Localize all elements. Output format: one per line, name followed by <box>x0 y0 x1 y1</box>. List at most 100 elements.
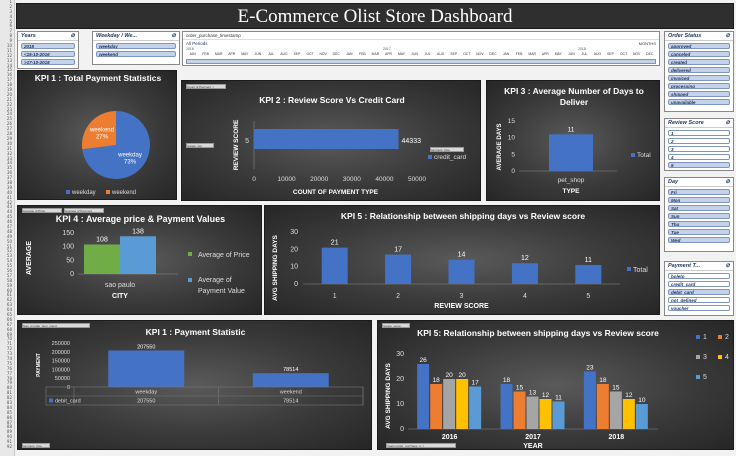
slicer-item-payment-type[interactable]: not_defined <box>668 296 730 303</box>
slicer-item-order-status[interactable]: processing <box>668 82 730 89</box>
slicer-item-payment-type[interactable]: voucher <box>668 304 730 311</box>
timeline-month[interactable]: JAN <box>346 52 353 56</box>
timeline-month[interactable]: MAY <box>554 52 562 56</box>
timeline-month[interactable]: JUL <box>581 52 588 56</box>
timeline-month[interactable]: FEB <box>359 52 366 56</box>
timeline-month[interactable]: MAR <box>528 52 536 56</box>
timeline-month[interactable]: JUN <box>568 52 575 56</box>
day-slicer[interactable]: Day ⊘ Fri Mon Sat Sun Thu Tue Wed <box>664 177 734 252</box>
row-number: 70 <box>6 336 12 342</box>
timeline-month[interactable]: OCT <box>306 52 314 56</box>
timeline-month[interactable]: NOV <box>476 52 484 56</box>
slicer-item-years[interactable]: <15-10-2016 <box>21 50 75 57</box>
slicer-item-review-score[interactable]: 2 <box>668 137 730 144</box>
review-score-slicer[interactable]: Review Score ⊘ 1 2 3 4 5 <box>664 118 734 171</box>
field-button[interactable]: payment_type <box>430 147 464 152</box>
field-button[interactable]: Average of Payment <box>64 208 104 213</box>
timeline-month[interactable]: APR <box>228 52 236 56</box>
row-number: 39 <box>6 184 12 190</box>
timeline-month[interactable]: AUG <box>437 52 445 56</box>
timeline-month[interactable]: JUN <box>254 52 262 56</box>
timeline-month[interactable]: SEP <box>293 52 301 56</box>
timeline-month[interactable]: SEP <box>607 52 614 56</box>
timeline-month[interactable]: MAR <box>214 52 223 56</box>
slicer-item-day[interactable]: Sat <box>668 204 730 211</box>
timeline-month[interactable]: APR <box>541 52 549 56</box>
timeline-month[interactable]: JUL <box>424 52 431 56</box>
row-number: 54 <box>6 258 12 264</box>
slicer-item-order-status[interactable]: approved <box>668 42 730 49</box>
slicer-item-day[interactable]: Mon <box>668 196 730 203</box>
slicer-item-order-status[interactable]: delivered <box>668 66 730 73</box>
slicer-item-order-status[interactable]: shipped <box>668 90 730 97</box>
timeline-month[interactable]: AUG <box>593 52 602 56</box>
slicer-item-weekday[interactable]: weekend <box>96 50 176 57</box>
slicer-item-weekday[interactable]: weekday <box>96 42 176 49</box>
clear-filter-icon[interactable]: ⊘ <box>725 263 730 269</box>
field-button[interactable]: Average of Price <box>22 208 62 213</box>
slicer-item-day[interactable]: Thu <box>668 220 730 227</box>
timeline-month[interactable]: OCT <box>463 52 471 56</box>
slicer-item-order-status[interactable]: created <box>668 58 730 65</box>
timeline-month[interactable]: JUL <box>267 52 274 56</box>
slicer-item-payment-type[interactable]: credit_card <box>668 280 730 287</box>
field-button[interactable]: Years (order_purchase_ti...) <box>386 443 456 448</box>
weekday-slicer-title: Weekday / We... <box>96 33 138 39</box>
order-status-slicer[interactable]: Order Status ⊘ approved canceled created … <box>664 31 734 112</box>
field-button[interactable]: review_sco <box>186 143 214 148</box>
timeline-month[interactable]: FEB <box>515 52 523 56</box>
timeline-month[interactable]: FEB <box>202 52 209 56</box>
years-slicer[interactable]: Years ⊘ 2018 <15-10-2016 >17-10-2018 <box>17 31 79 69</box>
clear-filter-icon[interactable]: ⊘ <box>725 179 730 185</box>
row-number: 19 <box>6 87 12 93</box>
slicer-item-day[interactable]: Tue <box>668 228 730 235</box>
payment-type-slicer[interactable]: Payment T... ⊘ boleto credit_card debit_c… <box>664 261 734 316</box>
slicer-item-review-score[interactable]: 3 <box>668 145 730 152</box>
timeline-month[interactable]: MAR <box>371 52 380 56</box>
timeline-month[interactable]: JUN <box>411 52 418 56</box>
slicer-item-day[interactable]: Fri <box>668 188 730 195</box>
kpi1-payment-statistic-panel: Sum of order_item_count KPI 1 : Payment … <box>17 320 372 450</box>
timeline-month[interactable]: JAN <box>189 52 196 56</box>
field-button[interactable]: Count of Payment_t <box>186 84 226 89</box>
timeline-month[interactable]: JAN <box>502 52 510 56</box>
timeline-month[interactable]: DEC <box>332 52 340 56</box>
slicer-item-order-status[interactable]: unavailable <box>668 98 730 105</box>
timeline-month[interactable]: APR <box>384 52 392 56</box>
timeline-unit[interactable]: MONTHS <box>638 41 656 46</box>
field-button[interactable]: Sum of order_item_count <box>22 323 90 328</box>
field-button[interactable]: payment_type <box>22 443 50 448</box>
y-axis-title: AVG SHIPPING DAYS <box>385 362 392 428</box>
timeline-month[interactable]: MAY <box>397 52 406 56</box>
timeline-month[interactable]: DEC <box>489 52 497 56</box>
timeline-month[interactable]: SEP <box>450 52 458 56</box>
clear-filter-icon[interactable]: ⊘ <box>725 33 730 39</box>
clear-filter-icon[interactable]: ⊘ <box>725 120 730 126</box>
slicer-item-order-status[interactable]: invoiced <box>668 74 730 81</box>
y-tick-label: 150000 <box>52 359 70 365</box>
slicer-item-review-score[interactable]: 5 <box>668 161 730 168</box>
timeline-month[interactable]: OCT <box>620 52 628 56</box>
timeline-month[interactable]: AUG <box>280 52 288 56</box>
slicer-item-order-status[interactable]: canceled <box>668 50 730 57</box>
timeline-slicer[interactable]: order_purchase_timestamp All Periods MON… <box>182 31 660 66</box>
timeline-month[interactable]: NOV <box>319 52 327 56</box>
slicer-item-day[interactable]: Wed <box>668 236 730 243</box>
slicer-item-review-score[interactable]: 1 <box>668 129 730 136</box>
weekday-slicer[interactable]: Weekday / We... ⊘ weekday weekend <box>92 31 180 65</box>
timeline-selection-bar[interactable] <box>186 59 656 64</box>
timeline-month[interactable]: NOV <box>632 52 641 56</box>
chart-title: KPI 4 : Average price & Payment Values <box>55 214 226 224</box>
clear-filter-icon[interactable]: ⊘ <box>70 33 75 39</box>
legend-label: 5 <box>703 374 707 381</box>
slicer-item-payment-type[interactable]: debit_card <box>668 288 730 295</box>
timeline-month[interactable]: DEC <box>646 52 654 56</box>
slicer-item-payment-type[interactable]: boleto <box>668 272 730 279</box>
slicer-item-review-score[interactable]: 4 <box>668 153 730 160</box>
field-button[interactable]: review_score <box>382 323 410 328</box>
slicer-item-years[interactable]: >17-10-2018 <box>21 58 75 65</box>
timeline-month[interactable]: MAY <box>241 52 249 56</box>
clear-filter-icon[interactable]: ⊘ <box>171 33 176 39</box>
slicer-item-years[interactable]: 2018 <box>21 42 75 49</box>
slicer-item-day[interactable]: Sun <box>668 212 730 219</box>
